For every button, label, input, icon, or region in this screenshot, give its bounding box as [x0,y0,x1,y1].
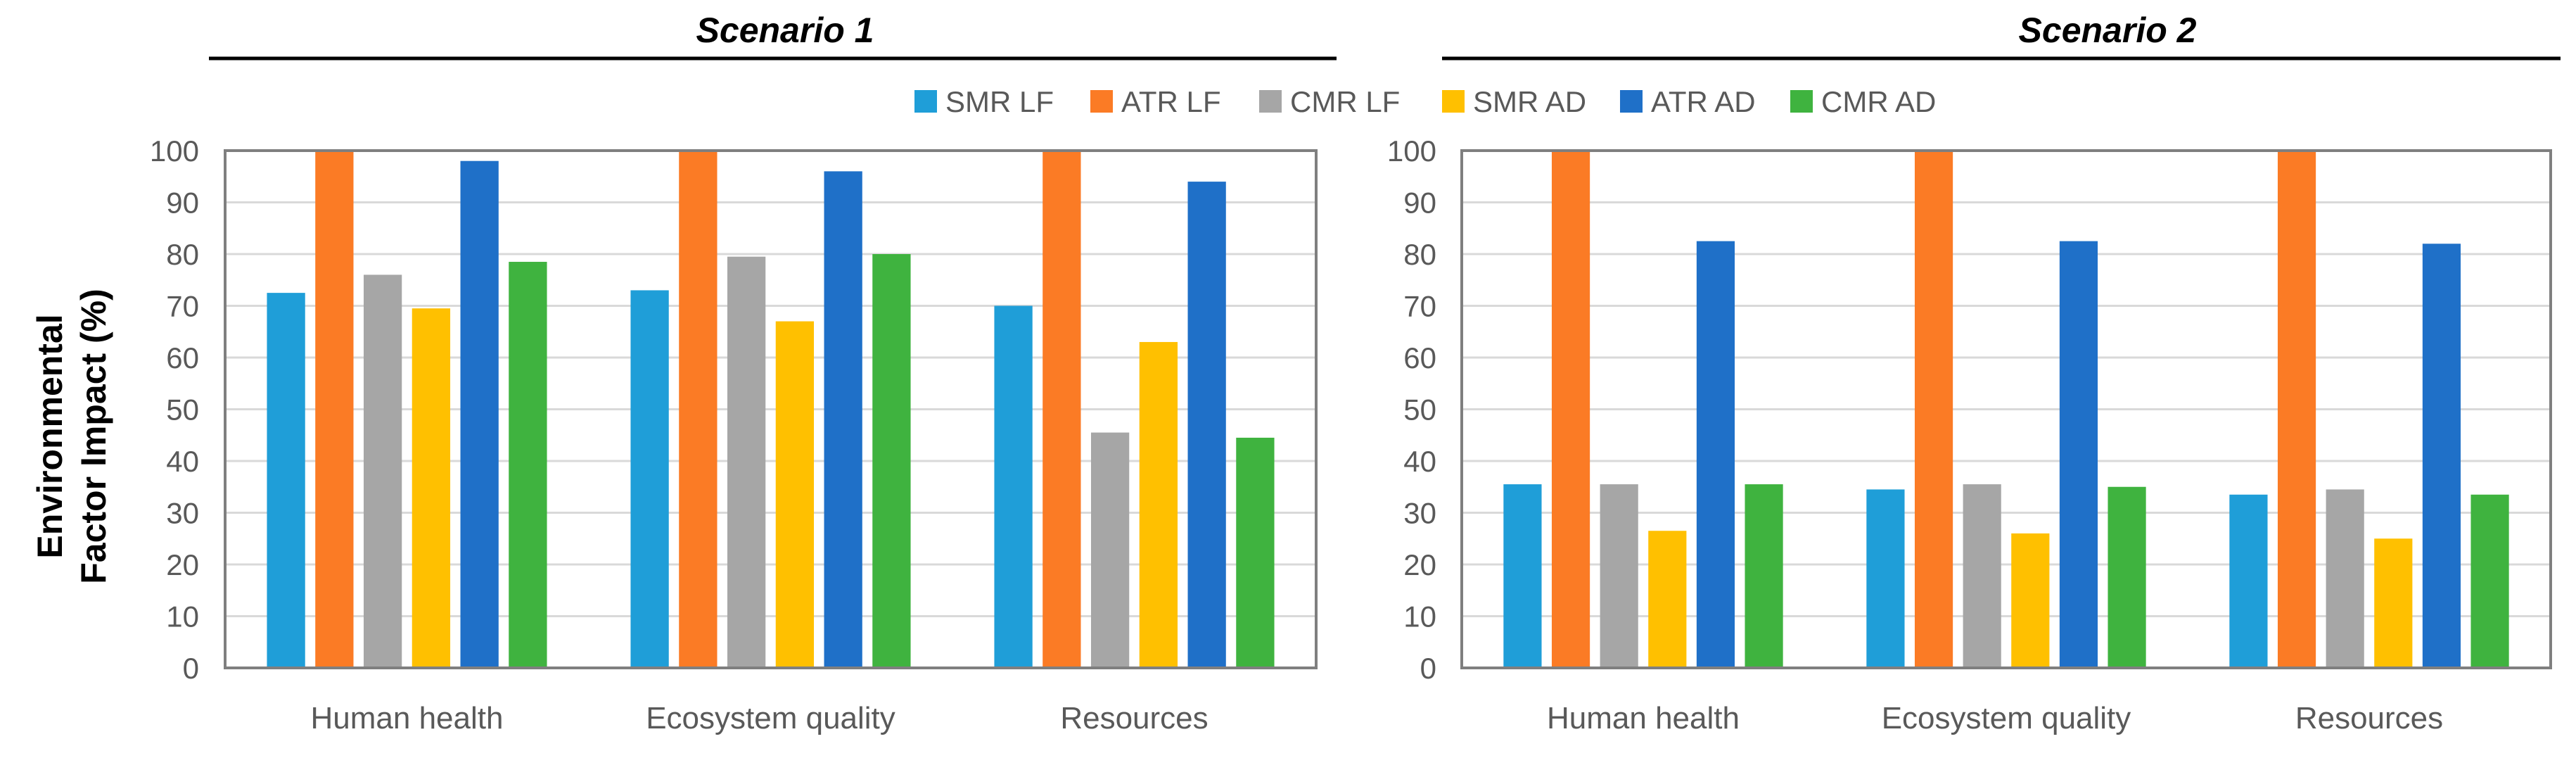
bar-smr-ad-human-health [1648,531,1687,668]
legend-swatch-cmr-lf [1259,90,1282,113]
y-tick-label: 90 [1403,187,1436,220]
legend-swatch-smr-lf [914,90,937,113]
bar-smr-ad-ecosystem-quality [775,321,815,668]
y-tick-label: 10 [1403,600,1436,633]
x-category-label: Ecosystem quality [1882,701,2131,735]
y-tick-label: 50 [166,393,199,427]
y-axis-label-line-2: Factor Impact (%) [74,289,113,584]
y-tick-label: 80 [1403,238,1436,271]
y-tick-label: 40 [1403,445,1436,478]
bar-cmr-ad-human-health [1745,484,1783,668]
y-axis-label-line-1: Environmental [30,314,70,558]
y-tick-label: 20 [1403,548,1436,581]
legend-label-cmr-ad: CMR AD [1821,85,1936,118]
bar-smr-lf-resources [994,305,1033,668]
y-tick-label: 20 [166,548,199,581]
bar-cmr-lf-human-health [1600,484,1638,668]
bar-cmr-ad-resources [1236,437,1275,668]
bar-smr-lf-resources [2229,494,2268,668]
bar-atr-lf-human-health [315,151,354,668]
scenario-1-panel: 0 10 20 30 40 50 60 70 80 90 100 Human health Ecosys… [150,134,1318,735]
x-category-label: Resources [1060,701,1208,735]
bar-smr-ad-resources [1139,341,1178,668]
bar-atr-ad-resources [2422,244,2461,668]
y-tick-label: 50 [1403,393,1436,427]
bar-cmr-ad-human-health [509,262,547,668]
x-category-label: Human health [311,701,504,735]
legend-swatch-atr-lf [1090,90,1113,113]
legend-label-atr-lf: ATR LF [1121,85,1221,118]
bar-atr-ad-human-health [1696,241,1735,668]
bar-cmr-ad-resources [2470,494,2509,668]
bar-smr-ad-human-health [412,308,451,668]
x-category-label: Human health [1547,701,1740,735]
bar-smr-lf-ecosystem-quality [1866,489,1905,668]
bar-atr-lf-ecosystem-quality [1914,151,1953,668]
y-tick-label: 100 [1387,134,1436,168]
bar-smr-lf-human-health [1503,484,1542,668]
bar-atr-ad-ecosystem-quality [824,171,862,668]
plot-area-border [1460,149,2552,669]
scenario-1-title: Scenario 1 [696,11,874,50]
scenario-2-panel: 0 10 20 30 40 50 60 70 80 90 100 Human health Ecosys… [1387,134,2552,735]
x-category-label: Resources [2295,701,2443,735]
y-tick-label: 40 [166,445,199,478]
bar-cmr-lf-resources [1090,432,1130,668]
scenario-2-title: Scenario 2 [2019,11,2197,50]
bar-smr-lf-ecosystem-quality [630,290,669,668]
y-axis-label: Environmental Factor Impact (%) [30,289,113,584]
y-tick-label: 80 [166,238,199,271]
y-tick-label: 90 [166,187,199,220]
bar-smr-ad-resources [2374,538,2413,668]
legend-label-atr-ad: ATR AD [1651,85,1756,118]
bar-atr-ad-human-health [460,160,499,668]
bar-smr-lf-human-health [267,293,305,668]
bar-cmr-ad-ecosystem-quality [2108,486,2146,668]
y-tick-label: 10 [166,600,199,633]
bar-cmr-lf-resources [2326,489,2364,668]
bar-atr-lf-resources [2277,151,2316,668]
y-tick-label: 70 [166,290,199,323]
y-tick-label: 70 [1403,290,1436,323]
y-tick-label: 30 [166,497,199,530]
bar-smr-ad-ecosystem-quality [2011,533,2050,668]
legend-swatch-cmr-ad [1790,90,1813,113]
bar-atr-lf-human-health [1551,151,1590,668]
legend-swatch-atr-ad [1620,90,1643,113]
bar-atr-lf-resources [1042,151,1081,668]
bar-cmr-lf-ecosystem-quality [727,256,766,668]
y-tick-label: 30 [1403,497,1436,530]
legend-label-cmr-lf: CMR LF [1290,85,1400,118]
y-tick-label: 0 [1420,652,1436,685]
bar-atr-ad-resources [1187,182,1226,669]
y-tick-label: 60 [1403,341,1436,374]
bar-atr-lf-ecosystem-quality [679,151,718,668]
legend: SMR LF ATR LF CMR LF SMR AD ATR AD CMR AD [914,85,1936,118]
plot-area-border [224,149,1318,669]
legend-swatch-smr-ad [1442,90,1465,113]
bar-cmr-ad-ecosystem-quality [872,254,911,668]
y-tick-label: 0 [183,652,199,685]
x-category-label: Ecosystem quality [646,701,895,735]
y-tick-label: 100 [150,134,199,168]
y-tick-label: 60 [166,341,199,374]
bar-atr-ad-ecosystem-quality [2059,241,2098,668]
bar-cmr-lf-ecosystem-quality [1963,484,2001,668]
legend-label-smr-ad: SMR AD [1473,85,1586,118]
bar-cmr-lf-human-health [363,274,402,668]
legend-label-smr-lf: SMR LF [945,85,1054,118]
